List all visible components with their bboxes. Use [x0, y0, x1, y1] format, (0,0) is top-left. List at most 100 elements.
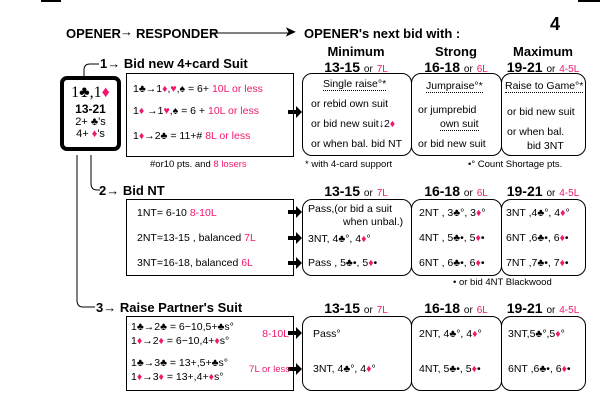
text: 2NT , 3♣°, 3♦°	[419, 207, 486, 219]
text: 3NT,5♣°,5♦°	[508, 328, 565, 340]
text: Single raise°*	[323, 78, 387, 91]
text-group: 13-15 or 7L	[300, 183, 412, 199]
response-row: 1♣→1♦,♥,♠ = 6+ 10L or less	[133, 83, 263, 95]
column-strong-header: Strong 16-18 or 6L	[410, 44, 502, 75]
section-title: Bid new 4+card Suit	[123, 56, 248, 71]
text: 2NT, 4♣°, 4♦°	[419, 328, 482, 340]
text: 1♦→2♦ = 6−10,4+♦s°	[131, 335, 230, 347]
text-group	[296, 232, 302, 244]
red-suit-icon: ♦	[368, 257, 374, 269]
red-suit-icon: ♦	[208, 371, 214, 383]
text: or bid new suit↓2♦	[311, 118, 396, 130]
red-suit-icon: ♦	[158, 371, 164, 383]
text: 8-10L	[262, 328, 289, 340]
section3-label: 3→ Raise Partner's Suit	[96, 300, 243, 315]
red-suit-icon: ♦	[559, 257, 565, 269]
red-suit-icon: ♦	[136, 335, 143, 347]
text: 13-15	[324, 300, 360, 316]
red-suit-icon: ♦	[555, 328, 561, 340]
text: or jumprebid	[418, 104, 477, 116]
red-suit-icon: ♥	[163, 105, 170, 117]
text: 4-5L	[559, 305, 580, 316]
text: 2	[99, 183, 107, 198]
text: own suit	[440, 118, 479, 131]
red-suit-icon: ♦	[560, 207, 566, 219]
opener-label: OPENER	[66, 26, 121, 41]
section1-label: 1→ Bid new 4+card Suit	[100, 56, 248, 71]
red-suit-icon: ♦	[158, 335, 164, 347]
text-group	[288, 367, 296, 371]
red-suit-icon: ♦	[389, 118, 396, 130]
text: 4-5L	[559, 188, 580, 199]
section1-minimum-box: Single raise°* or rebid own suit or bid …	[302, 73, 412, 156]
text: 10L or less	[207, 105, 259, 117]
page-number: 4	[550, 14, 561, 34]
section1-strong-box: Jumpraise°* or jumprebid own suit or bid…	[411, 73, 502, 156]
text-group	[296, 106, 302, 118]
blackwood-footnote: • or bid 4NT Blackwood	[453, 277, 552, 288]
responder-label: RESPONDER	[136, 26, 219, 41]
support-footnote: * with 4-card support	[305, 159, 393, 170]
text: or	[463, 188, 473, 199]
text: bid 3NT	[527, 140, 564, 152]
text-group	[296, 327, 302, 339]
losers: 7L	[376, 64, 388, 75]
text: 7L	[244, 232, 256, 244]
text: 1NT= 6-10	[137, 207, 187, 219]
text-group	[288, 106, 302, 375]
text-group: 13-15 or 7L	[300, 300, 412, 316]
shortage-footnote: •° Count Shortage pts.	[468, 159, 563, 170]
text: or	[546, 305, 556, 316]
opening-bid: 1♣,1♦	[71, 84, 110, 101]
text-group	[296, 206, 302, 218]
text-group	[288, 261, 296, 265]
range: 16-18	[424, 59, 460, 75]
text-group	[296, 363, 302, 375]
section1-response-box: 1♣→1♦,♥,♠ = 6+ 10L or less 1♦ →1♥,♠ = 6 …	[126, 73, 294, 157]
or-label: or	[463, 64, 473, 75]
text-group: 16-18 or 6L	[410, 183, 502, 199]
text: 7L	[376, 188, 388, 199]
text: 1♦→3♦ = 13+,4+♦s°	[131, 371, 224, 383]
text: 7L or less	[249, 364, 290, 375]
text: 4NT , 5♣•, 5♦•	[419, 232, 485, 244]
section2-label: 2→ Bid NT	[99, 183, 165, 198]
column-title: Strong	[435, 44, 477, 59]
red-suit-icon: ♥	[170, 83, 177, 95]
text: or bid new suit	[418, 138, 486, 150]
red-suit-icon: ♦	[136, 371, 143, 383]
section2-maximum-box: 3NT ,4♣°, 4♦° 6NT ,6♣•, 6♦• 7NT ,7♣•, 7♦…	[501, 199, 586, 276]
text: or	[463, 305, 473, 316]
section2-minimum-range: 13-15 or 7L	[300, 183, 412, 199]
red-suit-icon: ♦	[366, 363, 372, 375]
text-group	[296, 257, 302, 269]
red-suit-icon: ♦	[214, 335, 220, 347]
arrow-icon: ➤	[285, 24, 296, 39]
section3-response-box: 1♣→2♣ = 6−10,5+♣s° 1♦→2♦ = 6−10,4+♦s° 8-…	[126, 316, 294, 391]
response-row: 3NT=16-18, balanced 6L	[137, 257, 253, 269]
text: 8 losers	[213, 159, 247, 170]
text: 4NT, 5♣•, 5♦•	[419, 363, 481, 375]
red-suit-icon: ♦	[162, 83, 168, 95]
text: 6NT ,6♣•, 6♦•	[508, 363, 571, 375]
text-group: 19-21 or 4-5L	[500, 183, 586, 199]
text-group	[76, 155, 95, 308]
text: Pass,(or bid a suit	[308, 203, 393, 215]
text: or rebid own suit	[311, 98, 389, 110]
red-suit-icon: ♦	[138, 130, 145, 142]
text: 1♦ →1♥,♠ = 6 +	[133, 105, 206, 117]
text-group	[288, 236, 296, 240]
text-group	[90, 155, 100, 191]
text: 3	[96, 300, 104, 315]
section3-minimum-box: Pass° 3NT, 4♣°, 4♦°	[302, 316, 412, 391]
text-group	[83, 63, 99, 77]
text: Bid NT	[122, 183, 165, 198]
text: or bid new suit	[507, 106, 575, 118]
text: 3NT, 4♣°, 4♦°	[308, 233, 371, 245]
section1-footnote: #or10 pts. and 8 losers	[150, 159, 247, 170]
red-suit-icon: ♦	[361, 233, 367, 245]
column-title: Minimum	[327, 44, 385, 59]
section3-strong-box: 2NT, 4♣°, 4♦° 4NT, 5♣•, 5♦•	[411, 316, 502, 391]
text: 6NT ,6♣•, 6♦•	[506, 232, 569, 244]
text: Pass°	[313, 328, 341, 340]
